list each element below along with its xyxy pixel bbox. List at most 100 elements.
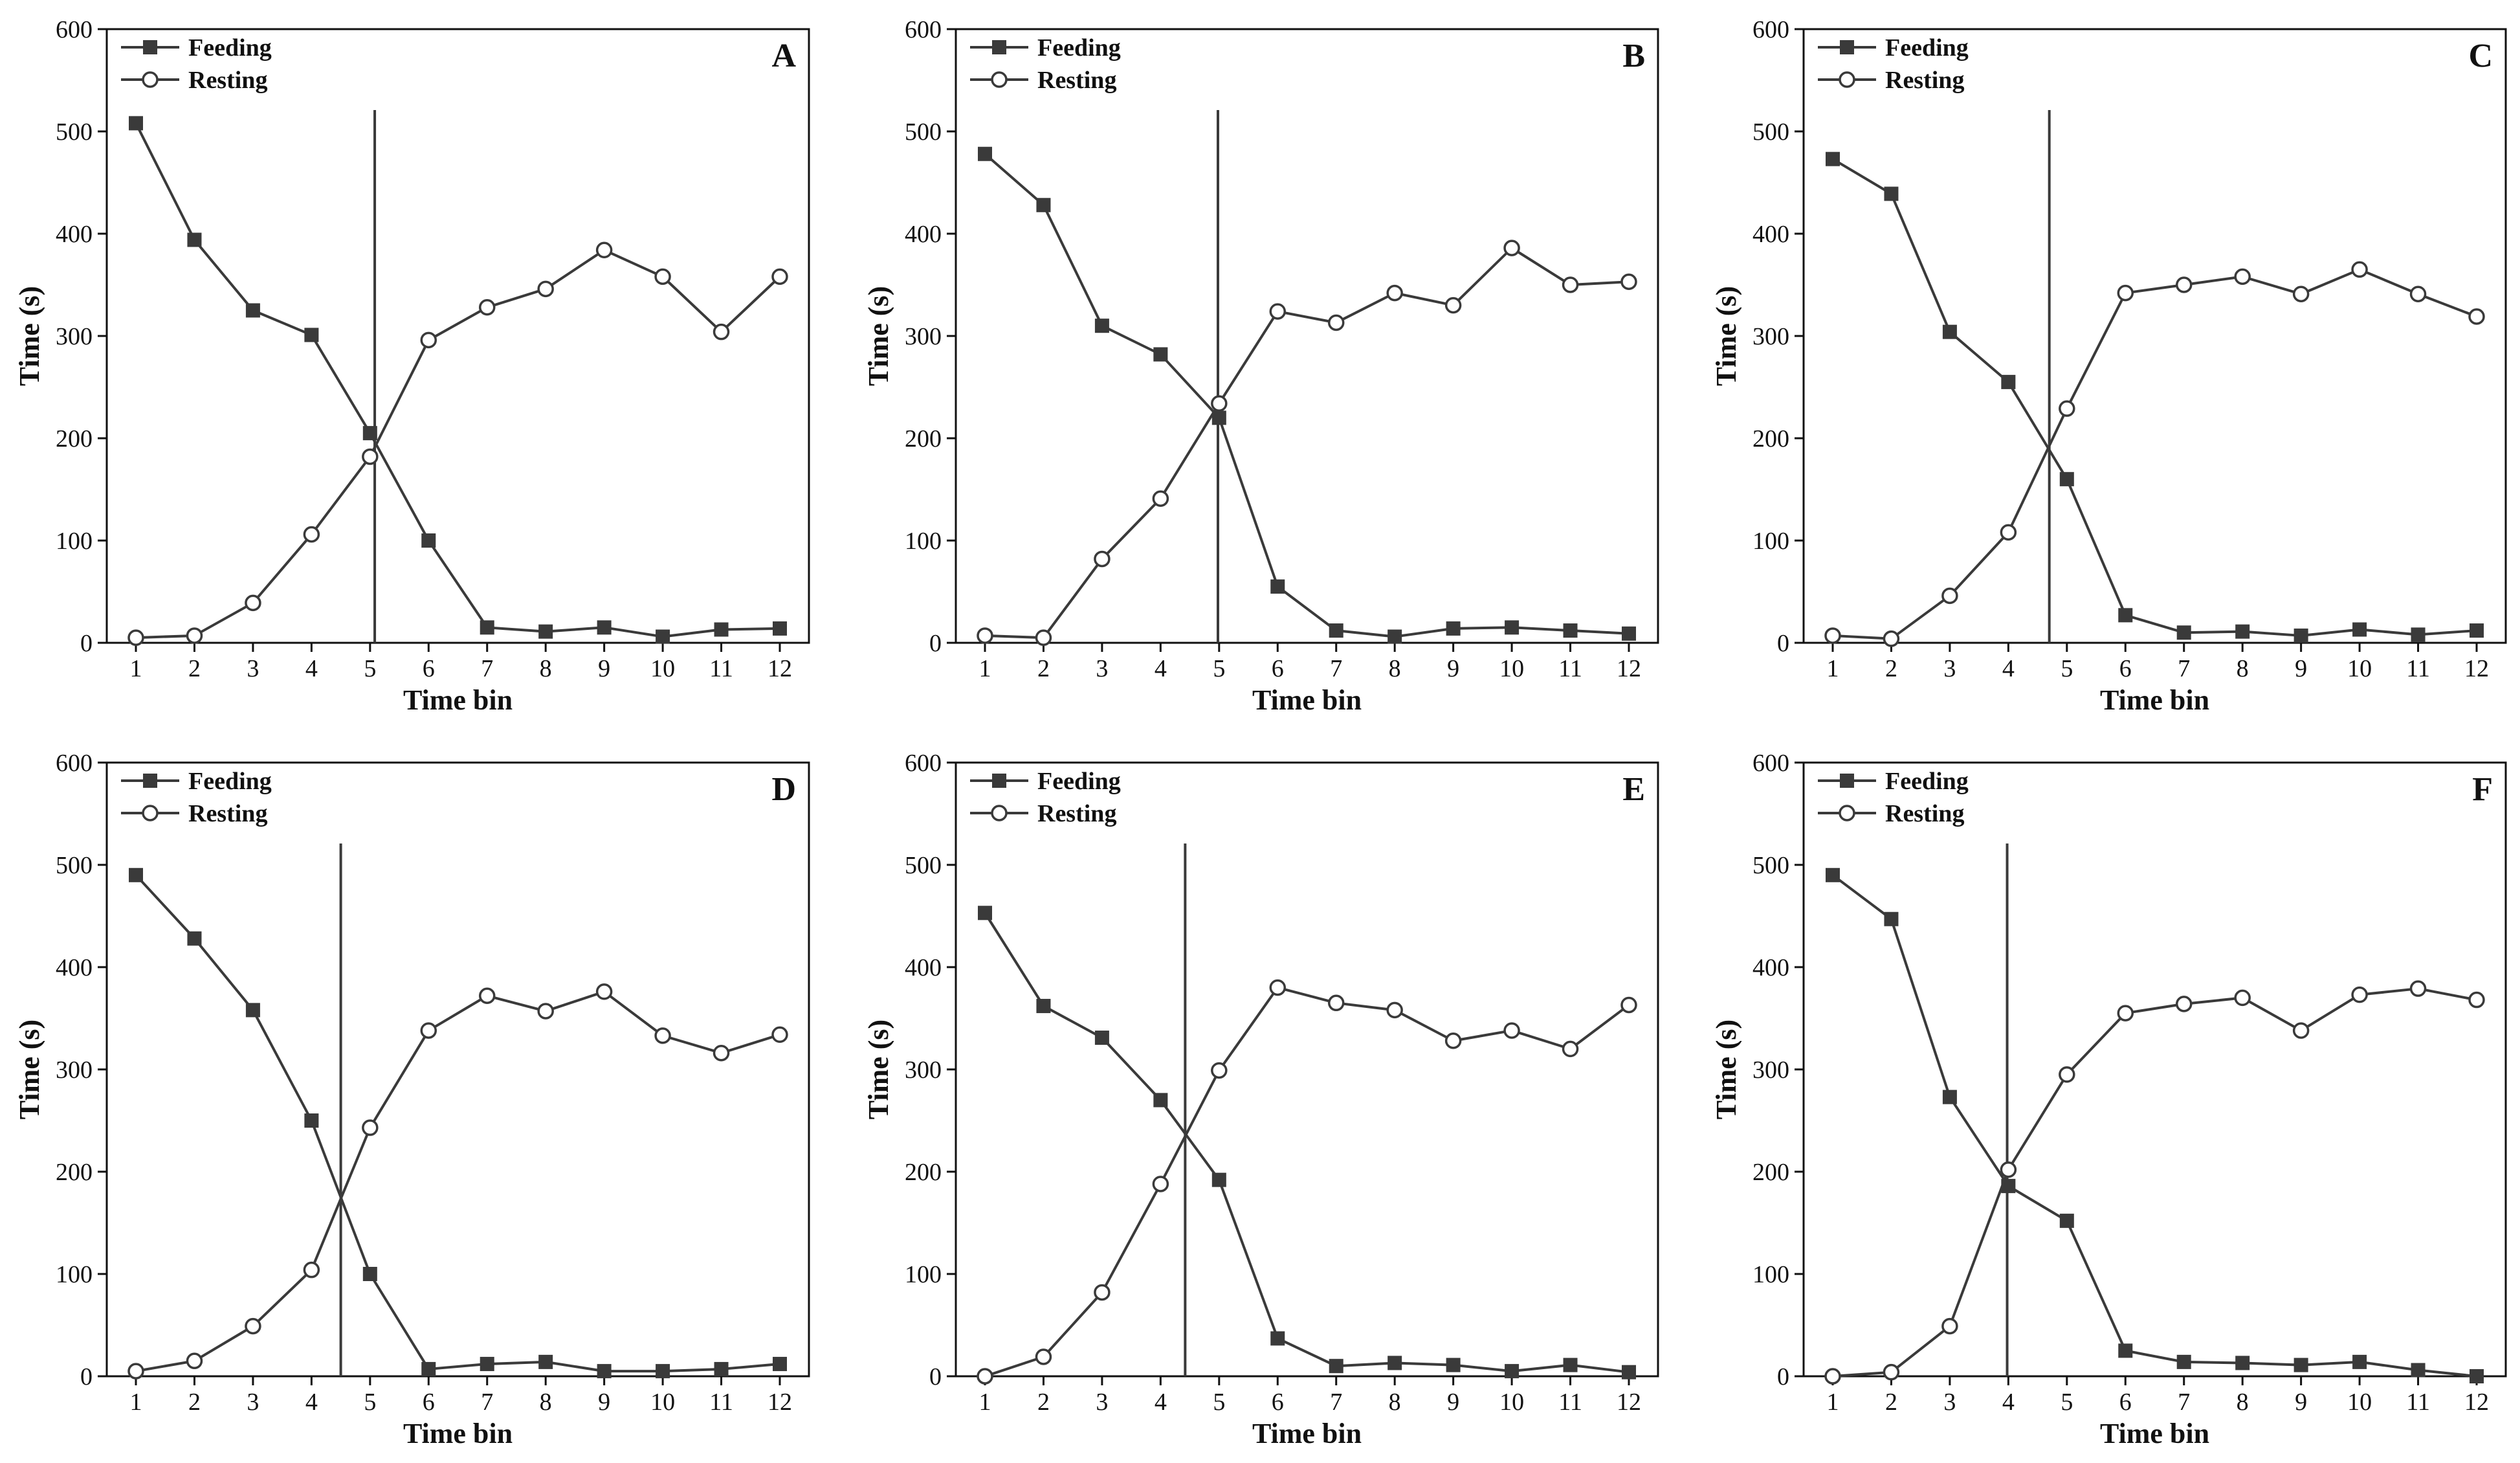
data-point-resting [1269, 979, 1287, 996]
data-point-resting [1152, 490, 1169, 507]
data-point-feeding [597, 620, 612, 635]
data-point-feeding [773, 1357, 787, 1372]
x-tick-label: 7 [2178, 655, 2190, 682]
data-point-feeding [1622, 626, 1636, 641]
y-tick-label: 0 [80, 1363, 93, 1390]
data-point-resting [2292, 1022, 2310, 1039]
data-point-resting [713, 1044, 730, 1062]
x-tick-label: 8 [1389, 1389, 1401, 1416]
data-point-feeding [1884, 186, 1899, 201]
y-tick-label: 500 [905, 118, 942, 146]
x-tick-label: 1 [130, 1389, 142, 1416]
data-point-resting [1094, 1284, 1111, 1301]
x-tick-label: 12 [1617, 655, 1641, 682]
y-axis-title: Time (s) [14, 1020, 45, 1119]
x-tick-label: 9 [2295, 1389, 2307, 1416]
data-point-resting [2059, 1066, 2075, 1083]
panel-label: F [2472, 771, 2493, 808]
data-point-feeding [2176, 1354, 2191, 1369]
x-tick-label: 1 [979, 1389, 991, 1416]
y-tick-label: 100 [1752, 1261, 1789, 1288]
data-point-resting [1824, 1368, 1841, 1385]
y-tick-label: 200 [1752, 1159, 1789, 1186]
data-point-resting [713, 323, 730, 341]
data-point-resting [2351, 986, 2368, 1003]
data-point-feeding [2411, 1363, 2426, 1378]
x-tick-label: 12 [2464, 655, 2489, 682]
x-tick-label: 5 [2061, 655, 2073, 682]
data-point-resting [245, 1317, 261, 1335]
data-point-resting [1562, 1040, 1579, 1058]
data-point-feeding [1942, 1089, 1957, 1104]
data-point-feeding [1446, 1357, 1461, 1372]
data-point-feeding [1563, 1357, 1578, 1372]
data-point-resting [2409, 285, 2427, 302]
data-point-resting [2175, 996, 2193, 1012]
data-point-resting [1941, 1317, 1958, 1335]
y-tick-label: 0 [1777, 630, 1789, 657]
data-point-resting [1503, 240, 1520, 256]
x-tick-label: 11 [1558, 1389, 1582, 1416]
data-point-resting [1035, 629, 1052, 646]
x-tick-label: 6 [423, 1389, 435, 1416]
data-point-resting [1444, 296, 1462, 314]
x-tick-label: 11 [2406, 655, 2430, 682]
y-tick-label: 300 [56, 1056, 93, 1084]
series-line-feeding [984, 153, 1630, 638]
legend-label: Resting [1037, 800, 1116, 827]
data-point-feeding [1826, 867, 1840, 882]
series-line-feeding [1831, 874, 2477, 1378]
data-point-resting [186, 627, 203, 644]
x-tick-label: 5 [2061, 1389, 2073, 1416]
x-tick-label: 9 [598, 1389, 610, 1416]
series-line-feeding [984, 912, 1630, 1374]
data-point-feeding [2001, 375, 2016, 390]
data-point-feeding [187, 931, 202, 946]
data-point-feeding [1270, 1331, 1285, 1346]
data-point-feeding [1094, 318, 1109, 333]
series-line-resting [1832, 268, 2477, 640]
data-point-resting [362, 1119, 379, 1136]
series-line-resting [1832, 987, 2477, 1378]
data-point-resting [478, 299, 496, 316]
data-point-resting [1620, 273, 1637, 291]
x-tick-label: 2 [1037, 1389, 1050, 1416]
x-tick-label: 1 [1827, 1389, 1839, 1416]
data-point-resting [771, 268, 788, 285]
x-tick-label: 2 [1037, 655, 1050, 682]
data-point-resting [537, 1003, 554, 1020]
data-point-feeding [656, 1364, 670, 1379]
x-tick-label: 7 [1330, 1389, 1342, 1416]
x-axis-title: Time bin [2100, 1418, 2209, 1449]
data-point-feeding [1884, 911, 1899, 926]
series-line-feeding [135, 874, 780, 1373]
x-tick-label: 6 [1272, 655, 1284, 682]
x-axis-title: Time bin [1252, 684, 1362, 716]
x-tick-label: 3 [1943, 1389, 1956, 1416]
data-point-resting [654, 268, 671, 285]
data-point-feeding [1563, 623, 1578, 638]
data-point-feeding [1942, 324, 1957, 339]
data-point-resting [1269, 303, 1287, 320]
x-tick-label: 11 [709, 1389, 733, 1416]
x-tick-label: 4 [1155, 655, 1167, 682]
legend-marker-feeding [143, 40, 157, 54]
data-point-feeding [480, 620, 494, 635]
data-point-resting [420, 1022, 437, 1039]
y-axis-title: Time (s) [1710, 286, 1742, 386]
y-tick-label: 100 [56, 528, 93, 555]
y-tick-label: 300 [905, 323, 942, 350]
y-tick-label: 400 [905, 954, 942, 981]
legend-label: Feeding [1885, 768, 1969, 795]
data-point-resting [127, 629, 144, 646]
data-point-resting [1211, 395, 1228, 412]
x-tick-label: 6 [423, 655, 435, 682]
data-point-resting [1883, 1363, 1900, 1381]
x-tick-label: 5 [1213, 1389, 1225, 1416]
y-tick-label: 200 [905, 1159, 942, 1186]
y-tick-label: 600 [1752, 750, 1789, 777]
data-point-feeding [1505, 620, 1520, 635]
data-point-feeding [2059, 472, 2074, 487]
